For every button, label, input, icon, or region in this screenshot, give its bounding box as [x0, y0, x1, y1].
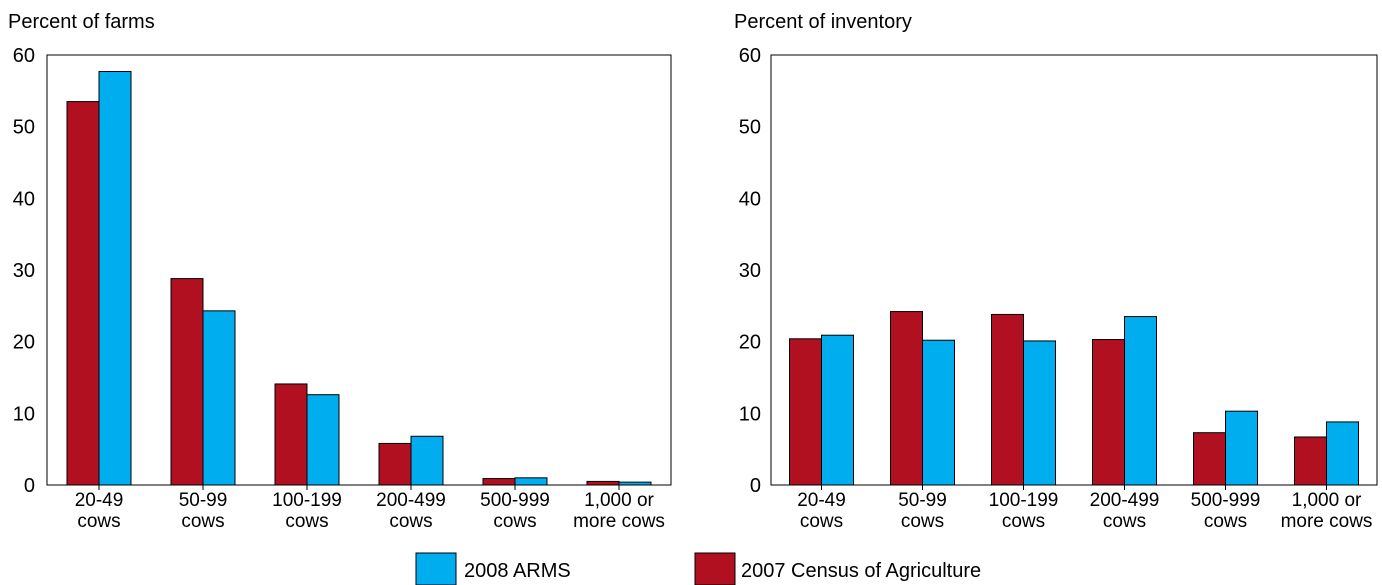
y-tick-label: 20 [13, 332, 35, 354]
x-tick-label: cows [77, 511, 120, 532]
y-tick-label: 60 [739, 45, 761, 67]
x-tick-label: 50-99 [179, 490, 228, 511]
legend-swatch-census [694, 552, 736, 585]
y-tick-label: 50 [13, 117, 35, 139]
x-tick-label: cows [1204, 511, 1247, 532]
y-tick-label: 40 [13, 188, 35, 210]
x-tick-label: cows [181, 511, 224, 532]
x-tick-label: cows [1002, 511, 1045, 532]
x-tick-label: 100-199 [272, 490, 342, 511]
legend: 2008 ARMS 2007 Census of Agriculture [415, 552, 981, 585]
y-tick-label: 10 [13, 403, 35, 425]
plot-frame [46, 54, 672, 486]
chart-panel-farms: Percent of farms010203040506020-49cows50… [8, 11, 672, 532]
bar-arms [1225, 410, 1258, 486]
plot-frame [770, 54, 1378, 486]
y-tick-label: 10 [739, 403, 761, 425]
x-tick-label: cows [389, 511, 432, 532]
bar-census [482, 478, 516, 486]
bar-arms [821, 334, 854, 486]
bar-arms [922, 339, 955, 486]
y-tick-label: 30 [13, 260, 35, 282]
x-tick-label: 20-49 [75, 490, 124, 511]
bar-arms [202, 310, 236, 486]
bar-census [991, 313, 1024, 486]
bar-census [1193, 432, 1226, 486]
y-tick-label: 20 [739, 332, 761, 354]
bar-census [1092, 339, 1125, 486]
bar-arms [410, 435, 444, 486]
bar-census [789, 338, 822, 486]
bar-census [586, 480, 620, 486]
bar-census [890, 311, 923, 486]
x-tick-label: 20-49 [797, 490, 846, 511]
x-tick-label: 500-999 [1191, 490, 1261, 511]
bar-census [170, 278, 204, 486]
bar-arms [98, 70, 132, 486]
y-tick-label: 30 [739, 260, 761, 282]
x-tick-label: cows [1103, 511, 1146, 532]
x-tick-label: 200-499 [376, 490, 446, 511]
x-tick-label: 50-99 [898, 490, 947, 511]
x-tick-label: more cows [573, 511, 665, 532]
bar-arms [1023, 340, 1056, 486]
x-tick-label: cows [901, 511, 944, 532]
y-tick-label: 60 [13, 45, 35, 67]
legend-swatch-arms [415, 552, 457, 585]
x-tick-label: 1,000 or [584, 490, 654, 511]
y-tick-label: 40 [739, 188, 761, 210]
bar-census [1294, 436, 1327, 486]
y-axis-title: Percent of farms [8, 11, 155, 33]
x-tick-label: 200-499 [1090, 490, 1160, 511]
bar-census [378, 442, 412, 486]
legend-label-arms: 2008 ARMS [464, 560, 571, 582]
bar-arms [1326, 421, 1359, 486]
legend-label-census: 2007 Census of Agriculture [741, 560, 981, 582]
bar-arms [306, 394, 340, 486]
bar-census [66, 101, 100, 486]
y-axis-title: Percent of inventory [734, 11, 912, 33]
bar-census [274, 383, 308, 486]
chart-panel-inventory: Percent of inventory010203040506020-49co… [734, 11, 1378, 532]
bar-arms [514, 477, 548, 486]
x-tick-label: 500-999 [480, 490, 550, 511]
bar-arms [1124, 316, 1157, 486]
x-tick-label: cows [285, 511, 328, 532]
x-tick-label: more cows [1281, 511, 1373, 532]
x-tick-label: cows [800, 511, 843, 532]
y-tick-label: 0 [750, 475, 761, 497]
x-tick-label: 100-199 [989, 490, 1059, 511]
y-tick-label: 0 [24, 475, 35, 497]
x-tick-label: 1,000 or [1292, 490, 1362, 511]
x-tick-label: cows [493, 511, 536, 532]
y-tick-label: 50 [739, 117, 761, 139]
